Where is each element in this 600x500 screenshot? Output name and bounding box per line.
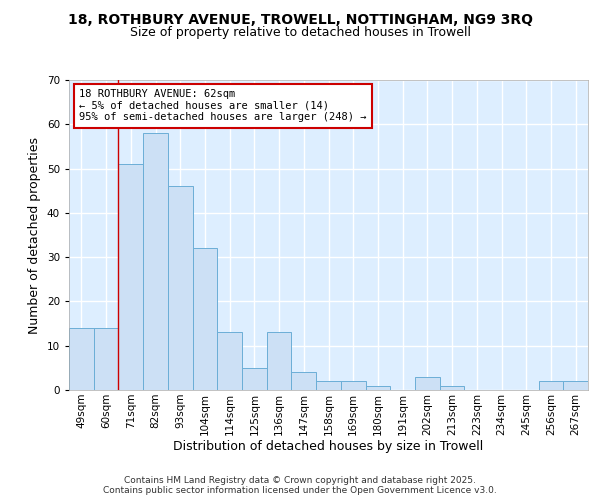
Bar — [267, 332, 292, 390]
Bar — [193, 248, 217, 390]
Bar — [217, 332, 242, 390]
Y-axis label: Number of detached properties: Number of detached properties — [28, 136, 41, 334]
Text: 18 ROTHBURY AVENUE: 62sqm
← 5% of detached houses are smaller (14)
95% of semi-d: 18 ROTHBURY AVENUE: 62sqm ← 5% of detach… — [79, 90, 367, 122]
Bar — [143, 133, 168, 390]
Bar — [118, 164, 143, 390]
Bar — [365, 386, 390, 390]
Text: 18, ROTHBURY AVENUE, TROWELL, NOTTINGHAM, NG9 3RQ: 18, ROTHBURY AVENUE, TROWELL, NOTTINGHAM… — [67, 12, 533, 26]
Bar — [242, 368, 267, 390]
Bar — [316, 381, 341, 390]
Text: Size of property relative to detached houses in Trowell: Size of property relative to detached ho… — [130, 26, 470, 39]
Bar — [341, 381, 365, 390]
Bar — [440, 386, 464, 390]
Bar — [168, 186, 193, 390]
X-axis label: Distribution of detached houses by size in Trowell: Distribution of detached houses by size … — [173, 440, 484, 454]
Text: Contains HM Land Registry data © Crown copyright and database right 2025.
Contai: Contains HM Land Registry data © Crown c… — [103, 476, 497, 495]
Bar — [563, 381, 588, 390]
Bar — [415, 376, 440, 390]
Bar — [94, 328, 118, 390]
Bar — [539, 381, 563, 390]
Bar — [69, 328, 94, 390]
Bar — [292, 372, 316, 390]
